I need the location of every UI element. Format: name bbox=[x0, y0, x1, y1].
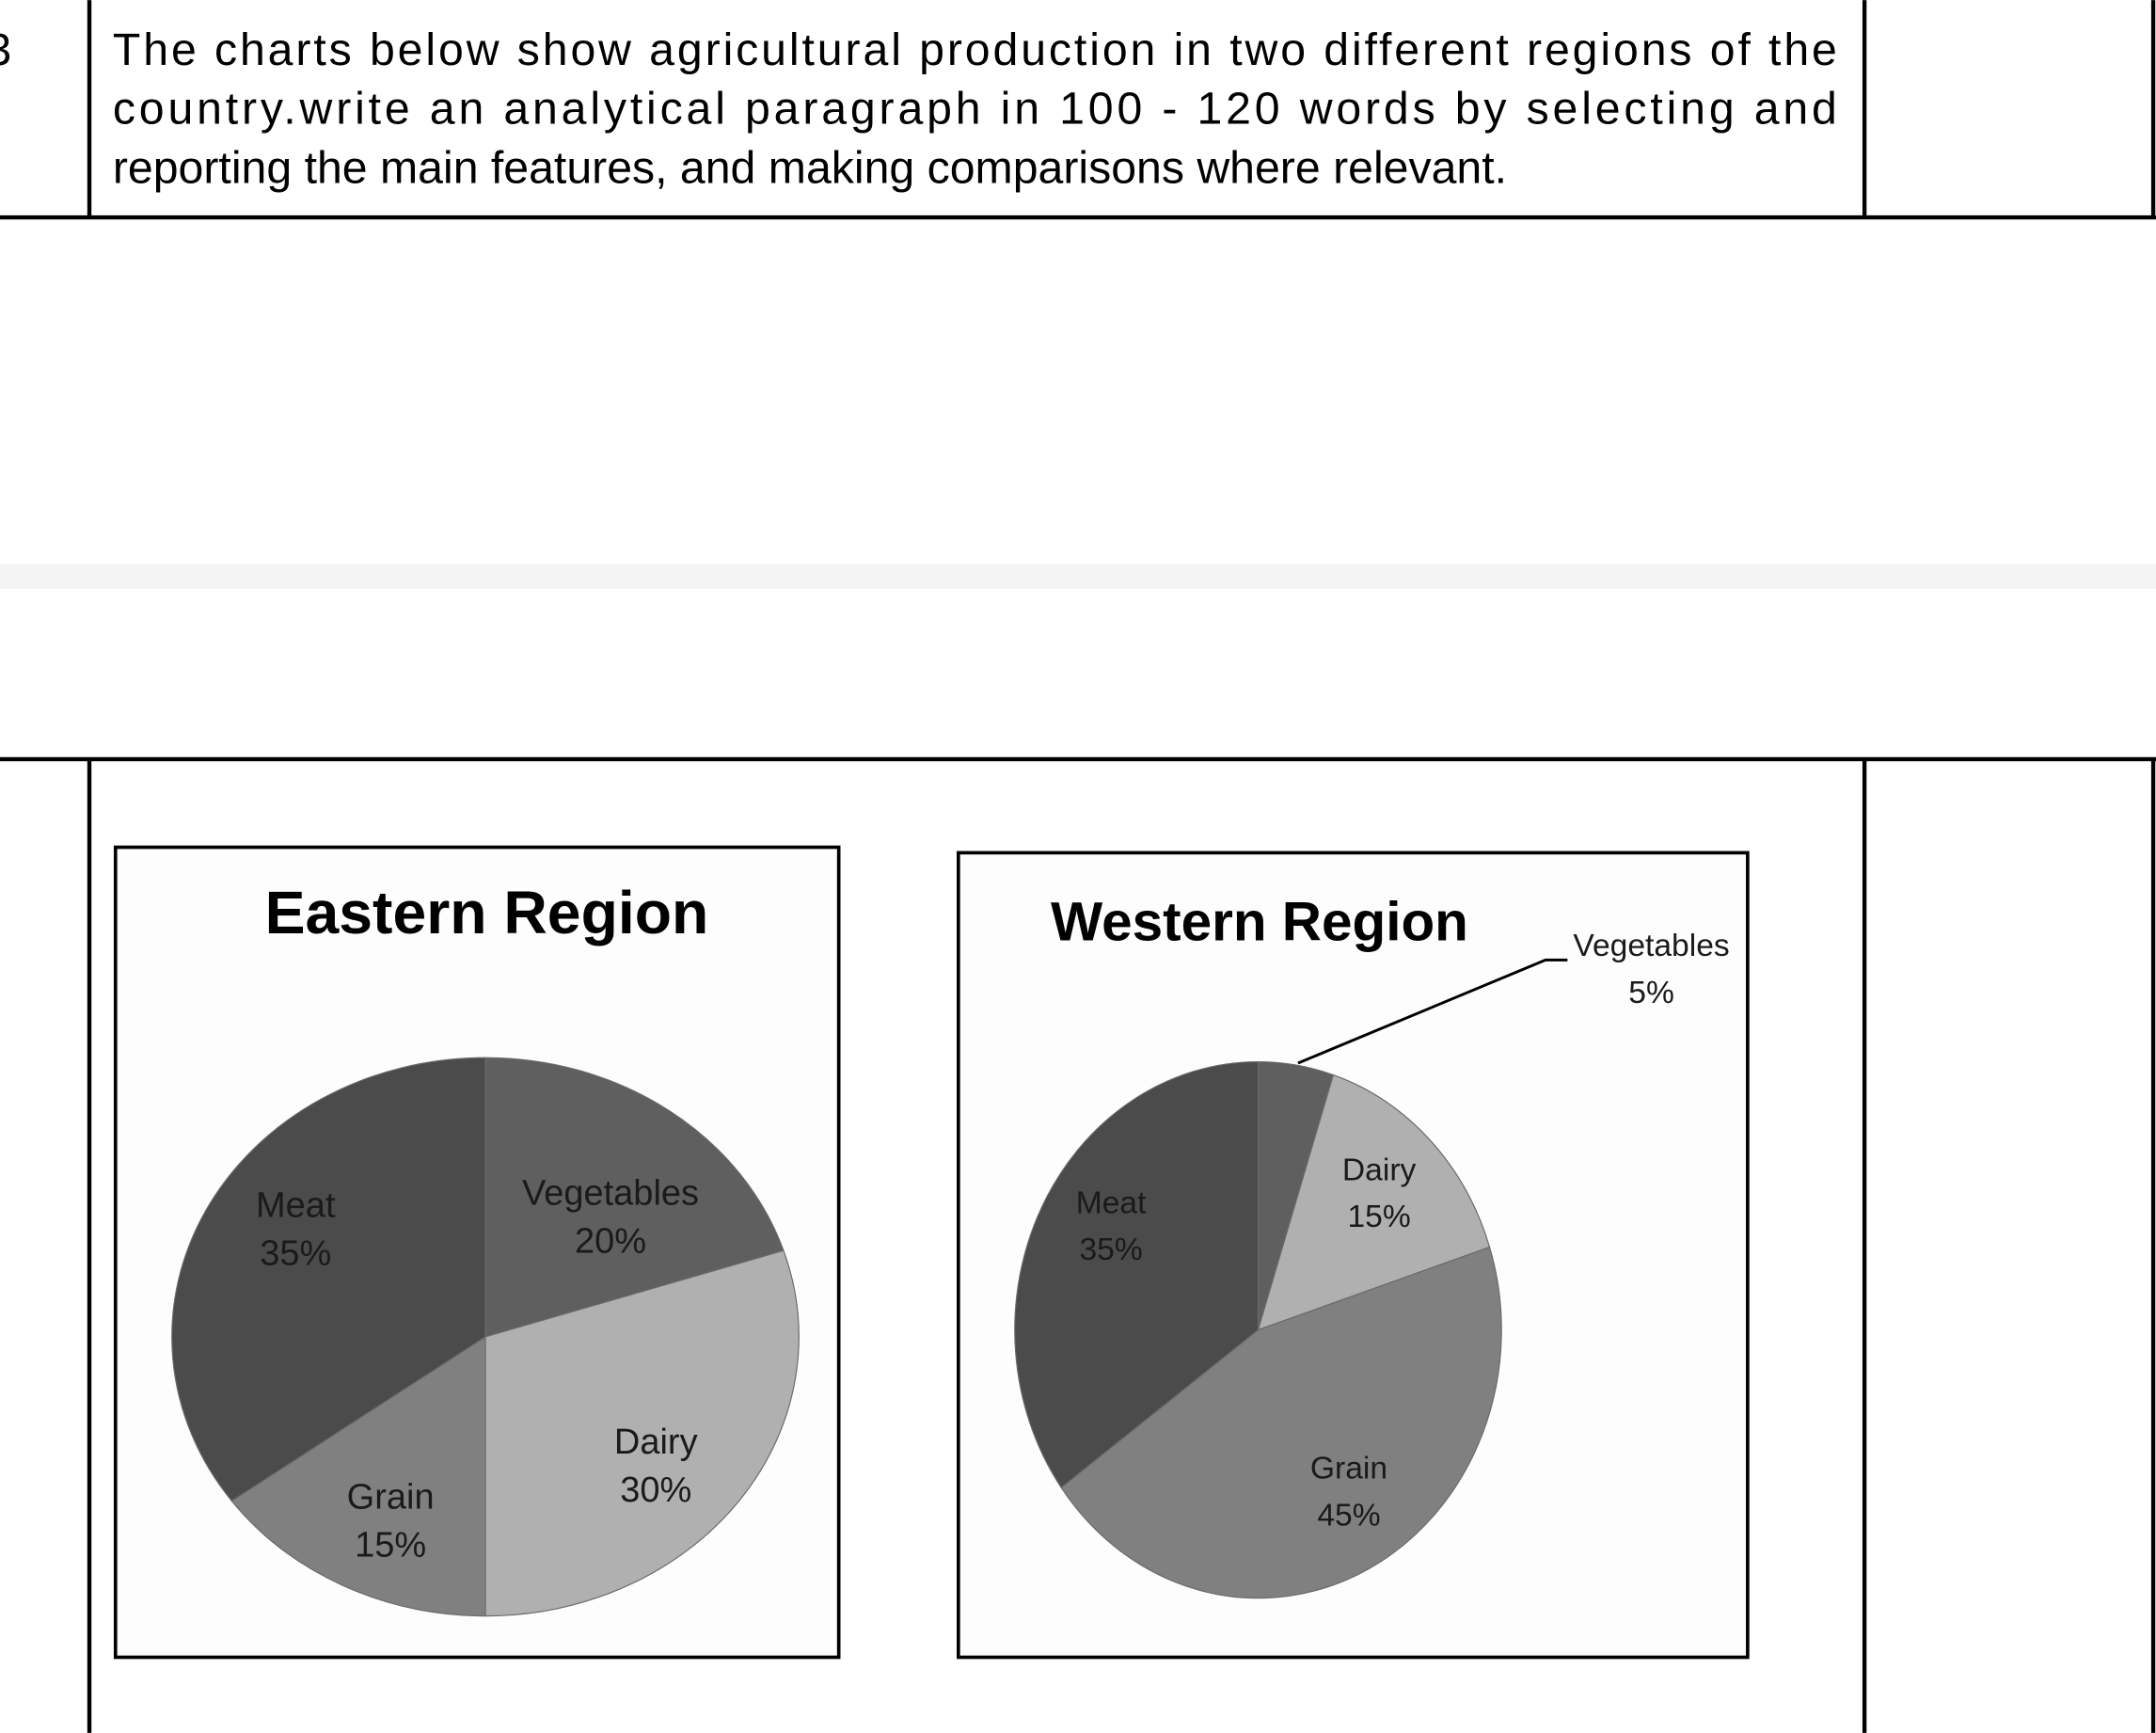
slice-value-label: 5% bbox=[1628, 976, 1674, 1010]
pie-slice bbox=[1060, 1246, 1502, 1599]
pie-slice bbox=[484, 1249, 800, 1617]
slice-value-label: 15% bbox=[355, 1526, 426, 1566]
separator bbox=[0, 564, 2156, 589]
slice-value-label: 35% bbox=[1079, 1232, 1142, 1267]
chart-table bbox=[0, 756, 2156, 1733]
slice-value-label: 45% bbox=[1317, 1498, 1380, 1533]
slice-label: Grain bbox=[347, 1477, 435, 1517]
chart-title: Eastern Region bbox=[265, 879, 709, 946]
slice-value-label: 30% bbox=[620, 1471, 691, 1510]
question-line: country.write an analytical paragraph in… bbox=[113, 84, 1837, 135]
slice-label: Meat bbox=[1076, 1185, 1147, 1220]
pie-slice bbox=[230, 1335, 486, 1617]
pie-slice bbox=[1257, 1073, 1491, 1331]
chart-title: Western Region bbox=[1051, 891, 1468, 952]
pie-slice bbox=[484, 1057, 785, 1338]
question-table bbox=[0, 0, 2156, 220]
question-number: 3 bbox=[0, 24, 11, 75]
pie-slice bbox=[1014, 1060, 1260, 1489]
slice-label: Vegetables bbox=[522, 1173, 699, 1213]
question-line: reporting the main features, and making … bbox=[113, 143, 1507, 194]
slice-value-label: 35% bbox=[260, 1234, 331, 1274]
slice-label: Meat bbox=[256, 1186, 336, 1226]
pie-slice bbox=[171, 1057, 486, 1502]
slice-value-label: 20% bbox=[575, 1222, 646, 1262]
question-line: The charts below show agricultural produ… bbox=[113, 24, 1837, 75]
slice-value-label: 15% bbox=[1347, 1200, 1410, 1234]
leader-line bbox=[1297, 958, 1568, 1065]
slice-label: Dairy bbox=[614, 1423, 698, 1462]
slice-label: Dairy bbox=[1342, 1153, 1417, 1187]
slice-label: Vegetables bbox=[1573, 929, 1729, 963]
slice-label: Grain bbox=[1310, 1452, 1387, 1487]
